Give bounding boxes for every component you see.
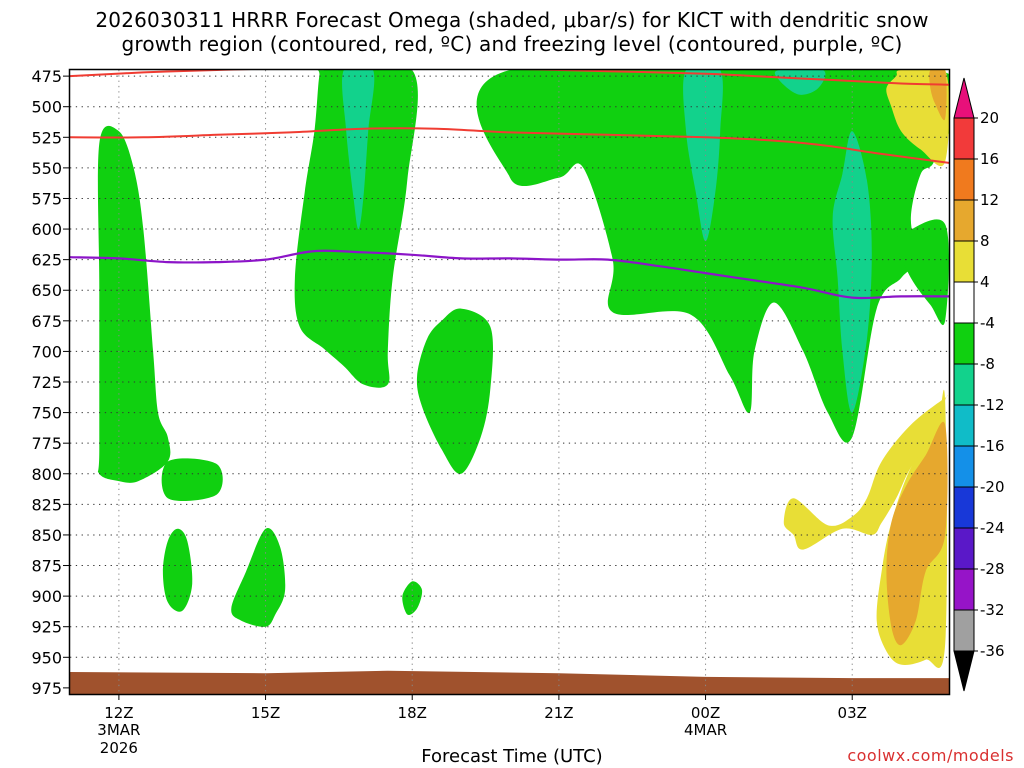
y-tick-label-475: 475 [31,67,62,86]
colorbar-swatch-13 [953,609,975,652]
omega-region-4 [294,70,418,388]
omega-region-10 [683,70,723,242]
y-tick-label-525: 525 [31,128,62,147]
x-tick-label-18Z: 18Z [398,704,427,722]
omega-region-6 [402,581,423,616]
y-tick-label-850: 850 [31,526,62,545]
colorbar-swatch-7 [953,363,975,406]
omega-region-2 [162,528,193,612]
chart-title: 2026030311 HRRR Forecast Omega (shaded, … [0,8,1024,56]
y-axis: 475 500 525 550 575 600 625 650 675 700 725 750 775 8… [31,67,70,698]
x-tick-label-15Z: 15Z [251,704,280,722]
grid-layer [70,70,950,694]
omega-region-0 [97,125,171,483]
y-tick-label-625: 625 [31,251,62,270]
y-tick-label-650: 650 [31,281,62,300]
colorbar-label-1: 16 [980,150,999,168]
omega-shading-layer [70,70,950,694]
x-tick-year-12Z: 2026 [100,739,138,757]
title-line-2: growth region (contoured, red, ºC) and f… [121,32,903,56]
colorbar-label-9: -20 [980,478,1005,496]
colorbar-swatch-1 [953,117,975,160]
colorbar-label-8: -16 [980,437,1005,455]
colorbar-label-13: -36 [980,642,1005,660]
y-tick-label-600: 600 [31,220,62,239]
y-tick-label-700: 700 [31,342,62,361]
omega-region-1 [161,458,223,501]
y-tick-label-800: 800 [31,465,62,484]
omega-region-17 [886,421,948,646]
omega-region-5 [416,308,494,474]
colorbar-label-3: 8 [980,232,990,250]
colorbar-swatch-9 [953,445,975,488]
colorbar-swatch-8 [953,404,975,447]
y-tick-label-950: 950 [31,648,62,667]
omega-region-15 [783,395,949,550]
y-tick-label-750: 750 [31,404,62,423]
omega-region-7 [476,70,950,443]
colorbar-swatch-3 [953,199,975,242]
omega-region-8 [894,219,949,326]
colorbar-swatch-12 [953,568,975,611]
colorbar-top-arrow [953,77,975,119]
x-tick-label-21Z: 21Z [544,704,573,722]
y-tick-label-725: 725 [31,373,62,392]
colorbar-label-2: 12 [980,191,999,209]
colorbar-swatch-2 [953,158,975,201]
dgz-bottom-contour [70,127,950,164]
y-tick-label-500: 500 [31,98,62,117]
dgz-top-contour [70,70,950,86]
y-tick-label-675: 675 [31,312,62,331]
colorbar-bottom-arrow [953,650,975,692]
y-tick-label-575: 575 [31,189,62,208]
colorbar-label-10: -24 [980,519,1005,537]
x-tick-label-12Z: 12Z [104,704,133,722]
x-tick-label-03Z: 03Z [838,704,867,722]
y-tick-label-875: 875 [31,557,62,576]
colorbar-swatch-5 [953,281,975,324]
x-tick-date-12Z: 3MAR [97,721,140,739]
y-tick-label-900: 900 [31,587,62,606]
omega-region-3 [231,527,286,627]
colorbar-label-12: -32 [980,601,1005,619]
colorbar-label-5: -4 [980,314,995,332]
omega-region-14 [929,70,947,121]
colorbar-swatch-4 [953,240,975,283]
y-tick-label-975: 975 [31,679,62,698]
omega-region-9 [342,70,375,230]
y-tick-label-925: 925 [31,618,62,637]
colorbar-swatch-10 [953,486,975,529]
colorbar: 20 16 12 8 4 -4 -8 -12 -16 -20 -24 -28 -32 -36 [953,77,1005,692]
credit-link[interactable]: coolwx.com/models [847,746,1014,765]
freezing-level-contour [70,249,950,300]
x-axis-label: Forecast Time (UTC) [421,746,603,767]
y-tick-label-825: 825 [31,495,62,514]
title-line-1: 2026030311 HRRR Forecast Omega (shaded, … [95,8,929,32]
colorbar-swatch-6 [953,322,975,365]
contour-lines-layer [70,70,950,300]
colorbar-swatch-11 [953,527,975,570]
colorbar-label-0: 20 [980,109,999,127]
colorbar-label-4: 4 [980,273,990,291]
x-tick-label-00Z: 00Z [691,704,720,722]
colorbar-label-6: -8 [980,355,995,373]
colorbar-label-7: -12 [980,396,1005,414]
terrain-surface [70,670,950,694]
colorbar-label-11: -28 [980,560,1005,578]
x-tick-date-00Z: 4MAR [684,721,727,739]
y-tick-label-775: 775 [31,434,62,453]
y-tick-label-550: 550 [31,159,62,178]
